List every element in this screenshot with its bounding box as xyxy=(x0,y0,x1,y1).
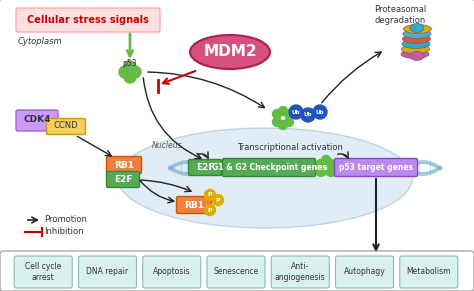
Ellipse shape xyxy=(403,29,431,38)
Text: CDK4: CDK4 xyxy=(23,116,51,125)
FancyBboxPatch shape xyxy=(0,251,474,291)
Text: Ub: Ub xyxy=(304,113,312,118)
Circle shape xyxy=(204,205,216,216)
Circle shape xyxy=(212,194,224,205)
Text: Metabolism: Metabolism xyxy=(407,267,451,276)
FancyBboxPatch shape xyxy=(336,256,393,288)
Circle shape xyxy=(289,105,303,119)
FancyBboxPatch shape xyxy=(16,110,58,131)
Ellipse shape xyxy=(401,49,429,58)
FancyBboxPatch shape xyxy=(107,171,139,187)
Text: RB1: RB1 xyxy=(114,161,134,169)
Circle shape xyxy=(321,155,330,164)
Text: Promotion: Promotion xyxy=(44,216,87,224)
FancyBboxPatch shape xyxy=(335,159,418,177)
FancyBboxPatch shape xyxy=(189,159,221,175)
FancyBboxPatch shape xyxy=(143,256,201,288)
Ellipse shape xyxy=(401,45,429,54)
FancyBboxPatch shape xyxy=(400,256,458,288)
Text: P: P xyxy=(208,193,212,198)
Text: Transcriptional activation: Transcriptional activation xyxy=(237,143,343,152)
Circle shape xyxy=(317,168,326,177)
Text: Ub: Ub xyxy=(316,109,324,114)
Text: Ub: Ub xyxy=(292,109,300,114)
Ellipse shape xyxy=(402,40,430,49)
Text: Cytoplasm: Cytoplasm xyxy=(18,38,63,47)
Circle shape xyxy=(204,189,216,200)
FancyBboxPatch shape xyxy=(16,8,160,32)
Ellipse shape xyxy=(410,24,424,33)
Text: RB1: RB1 xyxy=(184,200,204,210)
Text: Apoptosis: Apoptosis xyxy=(153,267,191,276)
FancyBboxPatch shape xyxy=(0,0,474,255)
Text: Proteasomal
degradation: Proteasomal degradation xyxy=(374,5,426,25)
Text: E2F: E2F xyxy=(196,162,214,171)
Text: p53: p53 xyxy=(123,58,137,68)
Text: p53 target genes: p53 target genes xyxy=(339,162,413,171)
Ellipse shape xyxy=(118,128,412,228)
Text: G1 & G2 Checkpoint genes: G1 & G2 Checkpoint genes xyxy=(211,162,327,171)
Text: Nucleus: Nucleus xyxy=(152,141,182,150)
Circle shape xyxy=(119,66,131,78)
Circle shape xyxy=(327,159,336,168)
Text: Senescence: Senescence xyxy=(213,267,259,276)
FancyBboxPatch shape xyxy=(107,157,142,173)
Circle shape xyxy=(126,68,134,76)
Text: E2F: E2F xyxy=(114,175,132,184)
FancyBboxPatch shape xyxy=(207,256,265,288)
Circle shape xyxy=(279,120,288,129)
Text: Anti-
angiogenesis: Anti- angiogenesis xyxy=(275,262,326,282)
FancyBboxPatch shape xyxy=(79,256,137,288)
Circle shape xyxy=(129,66,141,78)
Ellipse shape xyxy=(402,35,430,43)
Circle shape xyxy=(317,159,326,168)
Circle shape xyxy=(273,118,282,127)
FancyBboxPatch shape xyxy=(14,256,72,288)
Text: MDM2: MDM2 xyxy=(203,45,257,59)
Text: Cell cycle
arrest: Cell cycle arrest xyxy=(25,262,62,282)
Text: DNA repair: DNA repair xyxy=(86,267,128,276)
Circle shape xyxy=(327,168,336,177)
Text: P: P xyxy=(216,198,220,203)
Circle shape xyxy=(279,107,288,116)
Ellipse shape xyxy=(403,24,431,33)
Ellipse shape xyxy=(190,35,270,69)
Text: Cellular stress signals: Cellular stress signals xyxy=(27,15,149,25)
Circle shape xyxy=(301,108,315,122)
Text: CCND: CCND xyxy=(54,122,78,130)
Circle shape xyxy=(313,105,327,119)
Ellipse shape xyxy=(410,52,424,61)
Text: P: P xyxy=(208,207,212,212)
Circle shape xyxy=(124,71,136,83)
FancyBboxPatch shape xyxy=(176,196,211,214)
Circle shape xyxy=(284,109,293,118)
FancyBboxPatch shape xyxy=(271,256,329,288)
Circle shape xyxy=(124,61,136,73)
Circle shape xyxy=(273,109,282,118)
Text: Inhibition: Inhibition xyxy=(44,228,83,237)
FancyBboxPatch shape xyxy=(222,159,316,177)
Circle shape xyxy=(284,118,293,127)
Text: Autophagy: Autophagy xyxy=(344,267,385,276)
FancyBboxPatch shape xyxy=(46,118,85,134)
